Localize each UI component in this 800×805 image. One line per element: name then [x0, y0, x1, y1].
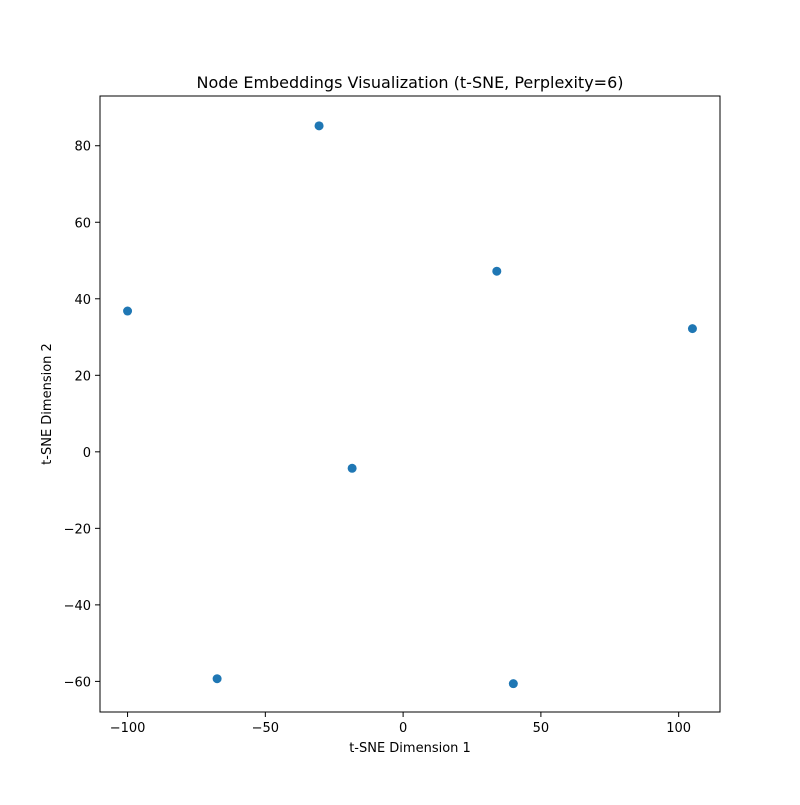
data-point: [687, 324, 697, 334]
x-tick-label: 50: [533, 721, 550, 736]
y-tick-label: 80: [74, 140, 91, 155]
y-tick-label: 20: [74, 369, 91, 384]
data-point: [347, 463, 357, 473]
y-tick-label: −20: [64, 522, 91, 537]
data-point: [314, 121, 324, 131]
y-tick-label: 40: [74, 293, 91, 308]
plot-area: [99, 95, 721, 713]
x-tick-label: 100: [666, 721, 691, 736]
y-axis-label: t-SNE Dimension 2: [40, 343, 55, 465]
data-points: [123, 121, 697, 689]
y-tick-label: 0: [83, 446, 91, 461]
x-tick-label: 0: [399, 721, 407, 736]
x-tick-label: −100: [110, 721, 146, 736]
data-point: [492, 266, 502, 276]
plot-frame: [99, 95, 721, 713]
y-axis-ticks: −60 −40 −20 0 20 40 60 80: [64, 140, 100, 690]
data-point: [508, 679, 518, 689]
data-point: [123, 306, 133, 316]
data-point: [212, 674, 222, 684]
x-tick-label: −50: [252, 721, 279, 736]
y-tick-label: −40: [64, 599, 91, 614]
y-tick-label: −60: [64, 675, 91, 690]
chart-title: Node Embeddings Visualization (t-SNE, Pe…: [196, 73, 623, 92]
y-tick-label: 60: [74, 216, 91, 231]
x-axis-ticks: −100 −50 0 50 100: [110, 712, 691, 736]
x-axis-label: t-SNE Dimension 1: [349, 741, 471, 756]
